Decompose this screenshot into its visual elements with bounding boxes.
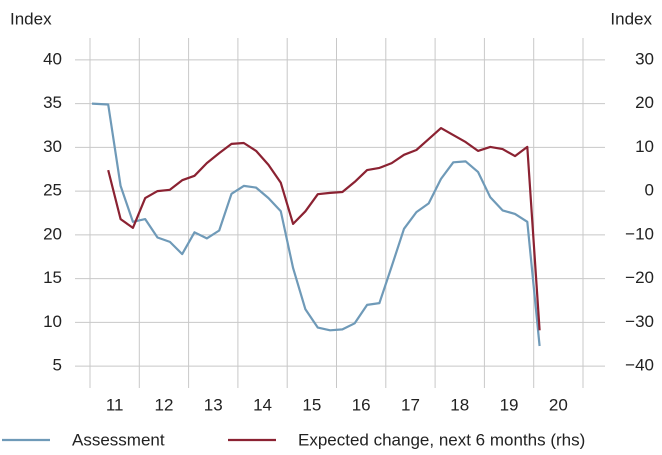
y-tick-label: 5 bbox=[53, 356, 62, 375]
x-tick-label: 14 bbox=[253, 395, 272, 414]
y2-tick-label: −30 bbox=[625, 312, 654, 331]
y-tick-label: 25 bbox=[43, 181, 62, 200]
series-line bbox=[91, 102, 541, 347]
y-axis-title: Index bbox=[10, 9, 52, 28]
y-tick-label: 40 bbox=[43, 49, 62, 68]
x-tick-label: 20 bbox=[549, 395, 568, 414]
series-line bbox=[107, 127, 541, 331]
y-tick-label: 20 bbox=[43, 224, 62, 243]
x-tick-label: 19 bbox=[500, 395, 519, 414]
y2-axis-title: Index bbox=[610, 9, 652, 28]
y2-tick-label: 30 bbox=[635, 49, 654, 68]
y2-tick-label: −10 bbox=[625, 224, 654, 243]
y2-tick-label: 20 bbox=[635, 93, 654, 112]
y-tick-label: 35 bbox=[43, 93, 62, 112]
y-tick-label: 10 bbox=[43, 312, 62, 331]
y2-tick-label: −40 bbox=[625, 356, 654, 375]
legend-label: Expected change, next 6 months (rhs) bbox=[298, 430, 585, 449]
x-tick-label: 12 bbox=[154, 395, 173, 414]
x-tick-label: 18 bbox=[450, 395, 469, 414]
y2-tick-label: −20 bbox=[625, 268, 654, 287]
x-tick-label: 13 bbox=[204, 395, 223, 414]
x-tick-label: 15 bbox=[302, 395, 321, 414]
y-tick-label: 30 bbox=[43, 137, 62, 156]
x-tick-label: 17 bbox=[401, 395, 420, 414]
x-tick-label: 11 bbox=[106, 395, 124, 414]
y2-tick-label: 0 bbox=[645, 181, 654, 200]
x-tick-label: 16 bbox=[352, 395, 371, 414]
legend-label: Assessment bbox=[72, 430, 165, 449]
y2-tick-label: 10 bbox=[635, 137, 654, 156]
y-tick-label: 15 bbox=[43, 268, 62, 287]
